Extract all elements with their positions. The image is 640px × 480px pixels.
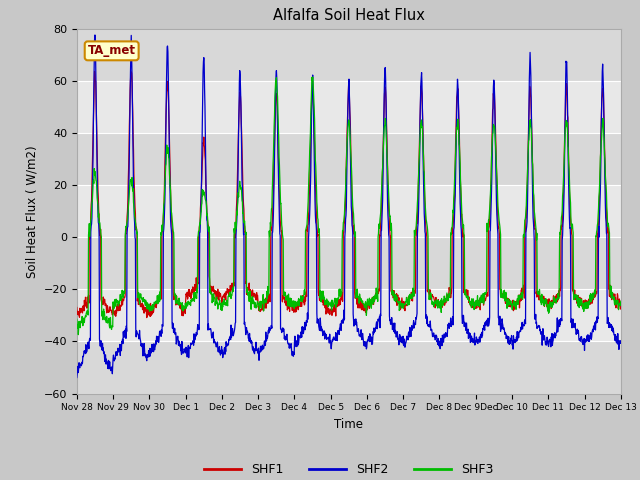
X-axis label: Time: Time bbox=[334, 418, 364, 431]
Bar bbox=[77, 133, 621, 185]
Bar bbox=[77, 237, 621, 289]
Text: TA_met: TA_met bbox=[88, 44, 136, 57]
Bar bbox=[77, 81, 621, 133]
Y-axis label: Soil Heat Flux ( W/m2): Soil Heat Flux ( W/m2) bbox=[25, 145, 38, 277]
Bar bbox=[77, 289, 621, 341]
Bar bbox=[77, 185, 621, 237]
Bar bbox=[77, 29, 621, 81]
Bar bbox=[77, 341, 621, 394]
Legend: SHF1, SHF2, SHF3: SHF1, SHF2, SHF3 bbox=[199, 458, 499, 480]
Title: Alfalfa Soil Heat Flux: Alfalfa Soil Heat Flux bbox=[273, 9, 425, 24]
